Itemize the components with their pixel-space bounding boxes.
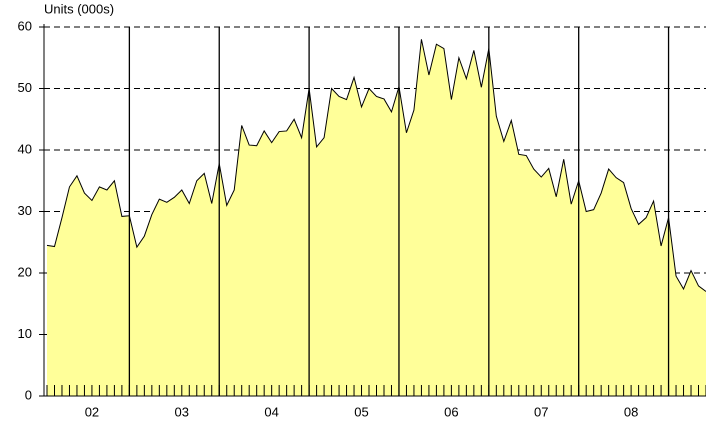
x-tick-label: 06 xyxy=(444,404,458,419)
x-tick-label: 05 xyxy=(354,404,368,419)
y-tick-label: 40 xyxy=(18,141,32,156)
y-tick-label: 10 xyxy=(18,326,32,341)
y-tick-label: 50 xyxy=(18,80,32,95)
x-tick-label: 02 xyxy=(85,404,99,419)
y-axis-label: Units (000s) xyxy=(44,1,114,16)
y-tick-label: 20 xyxy=(18,264,32,279)
line xyxy=(46,39,706,292)
area xyxy=(47,39,706,397)
x-tick-label: 08 xyxy=(624,404,638,419)
x-tick-label: 07 xyxy=(534,404,548,419)
y-tick-label: 60 xyxy=(18,18,32,33)
x-tick-label: 04 xyxy=(264,404,278,419)
y-tick-label: 30 xyxy=(18,203,32,218)
y-tick-label: 0 xyxy=(25,387,32,402)
x-tick-label: 03 xyxy=(175,404,189,419)
